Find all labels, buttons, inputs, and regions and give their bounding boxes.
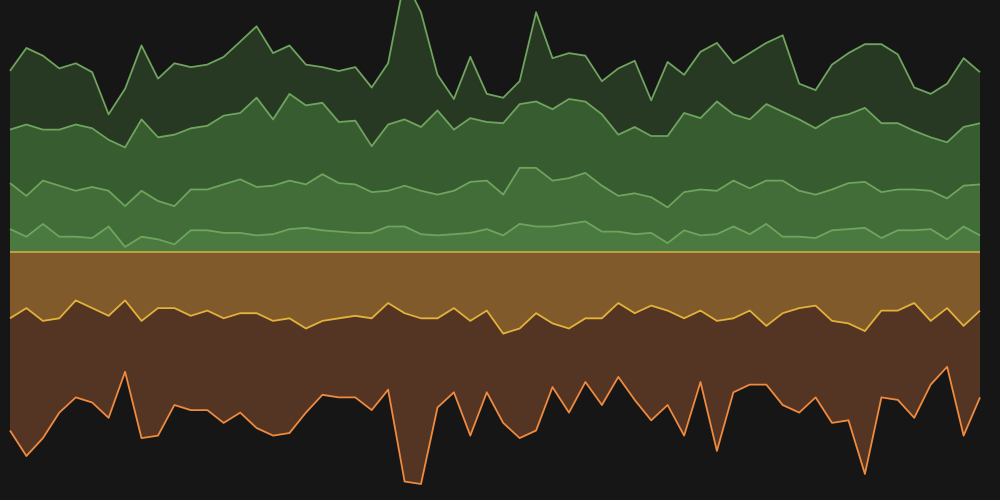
area-layers	[10, 0, 980, 484]
area-negative-2	[10, 300, 980, 484]
series-line-positive-4	[9, 0, 981, 116]
area-positive-2	[10, 167, 980, 247]
series-line-positive-3	[9, 93, 981, 149]
area-positive-4	[10, 0, 980, 148]
series-lines	[9, 0, 981, 485]
series-line-positive-1	[9, 220, 981, 248]
series-line-negative-2	[9, 365, 981, 485]
area-positive-3	[10, 93, 980, 208]
series-line-negative-1	[9, 299, 981, 335]
series-line-positive-2	[9, 166, 981, 209]
